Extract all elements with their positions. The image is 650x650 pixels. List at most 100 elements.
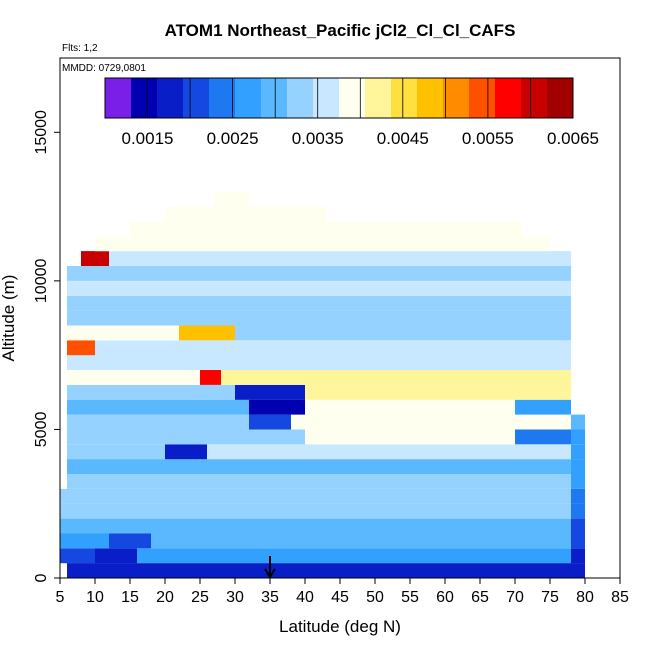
heatmap-cell: [291, 414, 571, 430]
heatmap-cell: [67, 444, 165, 460]
heatmap-cell: [60, 533, 109, 549]
x-tick-label: 45: [331, 589, 349, 606]
heatmap-cell: [60, 488, 571, 504]
heatmap-cell: [67, 474, 571, 489]
heatmap-cell: [60, 548, 95, 564]
colorbar-swatch: [105, 78, 132, 118]
colorbar-label: 0.0035: [292, 129, 344, 148]
heatmap-cell: [60, 518, 130, 534]
heatmap-cell: [67, 414, 249, 430]
heatmap-cell: [571, 503, 585, 519]
heatmap-cell: [151, 533, 571, 549]
colorbar-swatch: [261, 78, 288, 118]
x-tick-label: 5: [56, 589, 65, 606]
colorbar-swatch: [131, 78, 158, 118]
colorbar-label: 0.0015: [122, 129, 174, 148]
x-tick-label: 80: [576, 589, 594, 606]
heatmap-cell: [200, 370, 221, 385]
heatmap-cell: [67, 280, 571, 296]
colorbar-swatch: [417, 78, 444, 118]
colorbar-swatch: [235, 78, 262, 118]
colorbar-swatch: [391, 78, 418, 118]
colorbar-swatch: [287, 78, 314, 118]
colorbar-swatch: [365, 78, 392, 118]
heatmap-cell: [571, 533, 585, 549]
x-tick-label: 55: [401, 589, 419, 606]
colorbar-label: 0.0045: [377, 129, 429, 148]
colorbar-label: 0.0065: [547, 129, 599, 148]
x-tick-label: 15: [121, 589, 139, 606]
heatmap-cell: [67, 295, 571, 311]
heatmap-cell: [109, 251, 571, 266]
arrow-head: [264, 568, 276, 579]
latitude-arrow-marker: [264, 556, 276, 579]
x-tick-label: 75: [541, 589, 559, 606]
x-tick-label: 85: [611, 589, 629, 606]
x-tick-label: 70: [506, 589, 524, 606]
heatmap-cell: [571, 548, 585, 564]
x-tick-label: 65: [471, 589, 489, 606]
heatmap-cell: [67, 563, 585, 578]
heatmap-cell: [165, 444, 207, 460]
heatmap-cell: [137, 548, 571, 564]
colorbar-swatch: [469, 78, 496, 118]
x-tick-label: 60: [436, 589, 454, 606]
x-tick-label: 50: [366, 589, 384, 606]
heatmap-cell: [95, 236, 550, 252]
heatmap-cell: [214, 191, 249, 207]
heatmap-cell: [109, 533, 151, 549]
heatmap-cell: [67, 459, 571, 474]
x-tick-label: 35: [261, 589, 279, 606]
colorbar-swatch: [209, 78, 236, 118]
colorbar: 0.0015 0.0025 0.0035 0.0045 0.0055 0.0065: [104, 77, 599, 148]
x-tick-label: 20: [156, 589, 174, 606]
colorbar-swatch: [157, 78, 184, 118]
colorbar-label: 0.0055: [462, 129, 514, 148]
heatmap-cell: [515, 429, 571, 445]
colorbar-swatch: [183, 78, 210, 118]
colorbar-label: 0.0025: [207, 129, 259, 148]
flights-note: Flts: 1,2: [62, 43, 98, 54]
heatmap-cell: [571, 474, 585, 489]
heatmap-cell: [305, 429, 515, 445]
heatmap-cell: [305, 384, 571, 400]
heatmap-cell: [130, 221, 522, 237]
heatmap-cell: [235, 384, 305, 400]
y-axis: 0 5000 10000 15000: [33, 110, 60, 582]
heatmap-cell: [235, 325, 571, 341]
heatmap-cell: [67, 325, 179, 341]
date-note: MMDD: 0729,0801: [62, 63, 146, 74]
heatmap-cell: [249, 414, 291, 430]
heatmap-cells: [60, 191, 585, 578]
colorbar-swatch: [547, 78, 574, 118]
heatmap-cell: [95, 548, 137, 564]
x-tick-label: 25: [191, 589, 209, 606]
colorbar-swatch: [443, 78, 470, 118]
heatmap-cell: [60, 503, 571, 519]
heatmap-cell: [571, 518, 585, 534]
y-tick-label: 5000: [33, 412, 50, 448]
heatmap-cell: [67, 384, 235, 400]
heatmap-cell: [81, 251, 109, 266]
heatmap-cell: [67, 399, 249, 415]
chart-title: ATOM1 Northeast_Pacific jCl2_Cl_Cl_CAFS: [165, 21, 516, 40]
heatmap-cell: [221, 370, 571, 385]
heatmap-cell: [571, 414, 585, 430]
y-axis-label: Altitude (m): [0, 275, 18, 362]
heatmap-cell: [130, 518, 571, 534]
x-axis: 5 10 15 20 25 30 35 40 45 50 55 60 65 70 75 80 85: [56, 578, 629, 606]
heatmap-cell: [67, 370, 200, 385]
heatmap-cell: [179, 325, 235, 341]
heatmap-cell: [571, 444, 585, 460]
heatmap-cell: [249, 399, 305, 415]
heatmap-cell: [67, 355, 571, 370]
heatmap-cell: [571, 429, 585, 445]
x-tick-label: 40: [296, 589, 314, 606]
heatmap-cell: [515, 399, 571, 415]
heatmap-cell: [67, 340, 95, 356]
heatmap-cell: [571, 459, 585, 474]
colorbar-frame: [104, 77, 574, 119]
heatmap-cell: [67, 310, 571, 326]
y-tick-label: 15000: [33, 110, 50, 155]
